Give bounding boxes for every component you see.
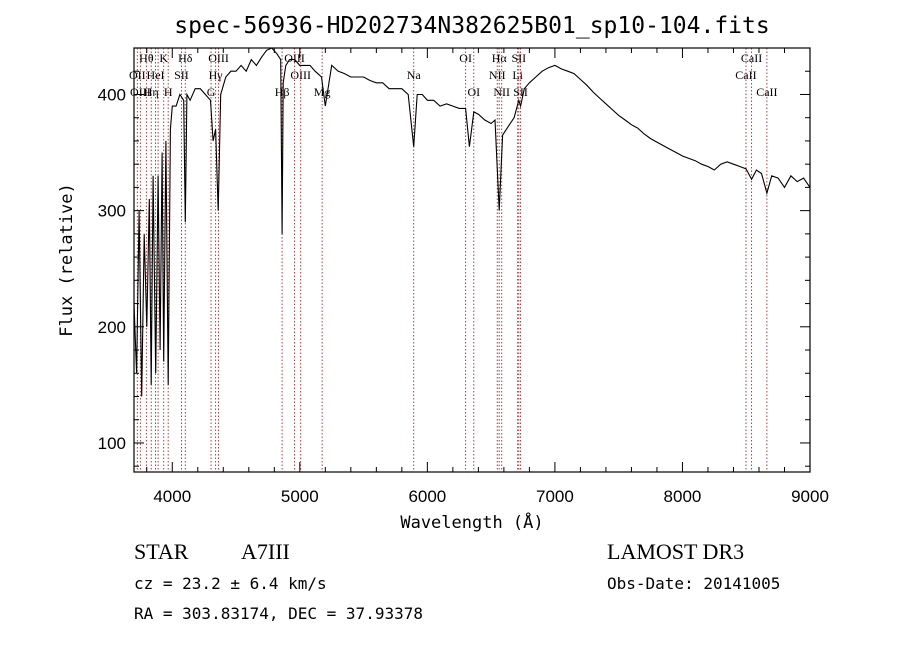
- line-label: OII: [129, 68, 146, 82]
- x-axis-ticks: 4000 5000 6000 7000 8000 9000: [146, 48, 829, 506]
- y-tick-label: 300: [98, 202, 126, 221]
- line-label: Mg: [314, 85, 331, 99]
- y-axis-ticks: 100 200 300 400: [98, 70, 810, 467]
- line-label: CaII: [735, 68, 756, 82]
- y-tick-label: 400: [98, 85, 126, 104]
- line-label: Hθ: [139, 51, 154, 65]
- x-axis-label: Wavelength (Å): [400, 511, 543, 533]
- line-label: NII: [489, 68, 506, 82]
- line-label: Hη: [144, 85, 159, 99]
- line-label: Hα: [492, 51, 508, 65]
- survey-name: LAMOST DR3: [607, 539, 744, 564]
- line-label: CaII: [741, 51, 762, 65]
- line-label: OI: [459, 51, 472, 65]
- redshift-text: cz = 23.2 ± 6.4 km/s: [134, 574, 327, 593]
- line-label: CaII: [756, 85, 777, 99]
- line-label: Hδ: [178, 51, 193, 65]
- x-tick-label: 4000: [153, 487, 191, 506]
- spectral-subclass: A7III: [241, 539, 290, 564]
- x-tick-label: 8000: [664, 487, 702, 506]
- coordinates-text: RA = 303.83174, DEC = 37.93378: [134, 604, 423, 623]
- y-tick-label: 200: [98, 318, 126, 337]
- x-tick-label: 5000: [281, 487, 319, 506]
- line-label: Hβ: [275, 85, 290, 99]
- x-tick-label: 9000: [791, 487, 829, 506]
- plot-frame: [133, 47, 811, 473]
- chart-title: spec-56936-HD202734N382625B01_sp10-104.f…: [174, 13, 769, 39]
- line-label: OI: [467, 85, 480, 99]
- line-label: Na: [407, 68, 422, 82]
- obs-date-text: Obs-Date: 20141005: [607, 574, 780, 593]
- line-label: SII: [174, 68, 189, 82]
- object-class: STAR: [134, 539, 189, 564]
- spectrum-line: [133, 47, 811, 397]
- line-label: NII: [493, 85, 510, 99]
- spectral-line-markers: [136, 48, 768, 472]
- y-tick-label: 100: [98, 434, 126, 453]
- x-tick-label: 7000: [536, 487, 574, 506]
- spectral-line-labels: OIIOIIIHθHηHeIKHSIIHδGHγOIIIHβOIIIOIIIMg…: [129, 51, 778, 99]
- line-label: G: [207, 85, 216, 99]
- line-label: HeI: [147, 68, 165, 82]
- line-label: Li: [512, 68, 523, 82]
- line-label: K: [159, 51, 168, 65]
- line-label: OIII: [208, 51, 229, 65]
- line-label: SII: [511, 51, 526, 65]
- line-label: Hγ: [209, 68, 224, 82]
- line-label: H: [164, 85, 173, 99]
- y-axis-label: Flux (relative): [57, 183, 77, 337]
- x-tick-label: 6000: [408, 487, 446, 506]
- line-label: OIII: [290, 68, 311, 82]
- line-label: OIII: [130, 85, 151, 99]
